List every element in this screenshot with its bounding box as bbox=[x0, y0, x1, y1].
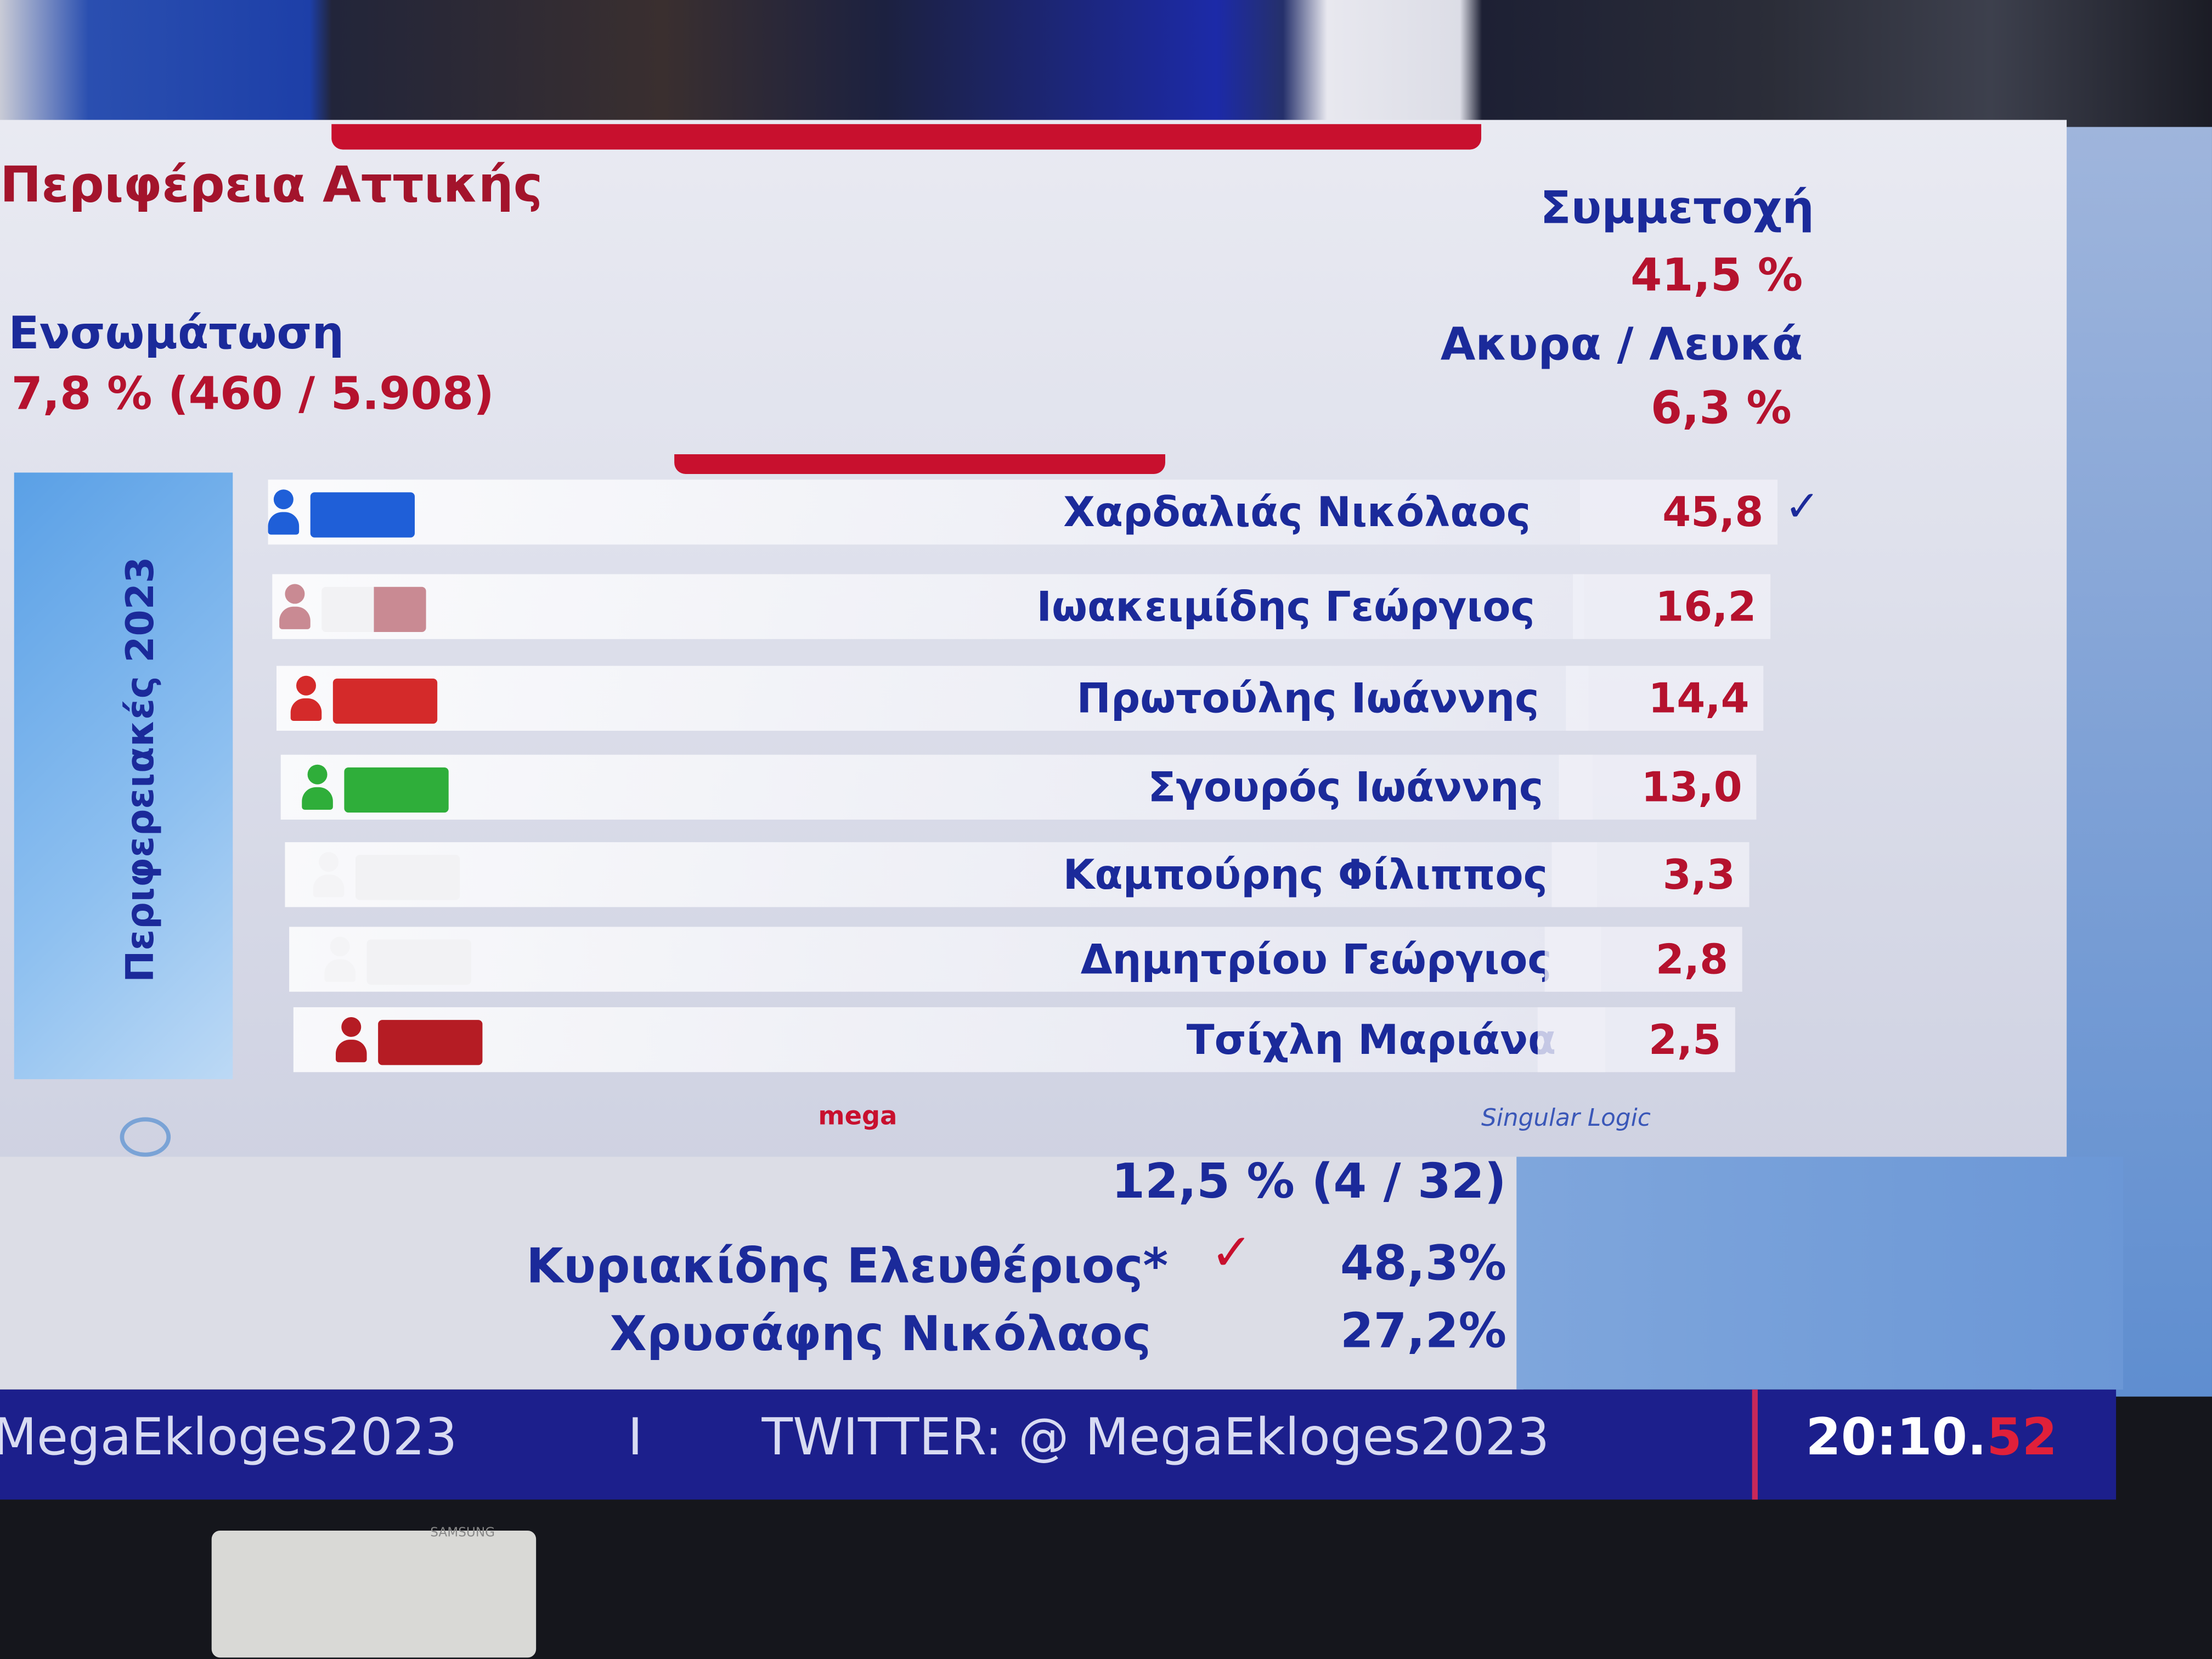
candidate-percent: 3,3 bbox=[1662, 850, 1735, 899]
candidate-party-icon bbox=[290, 675, 446, 724]
candidate-party-icon bbox=[313, 852, 469, 900]
candidate-percent: 16,2 bbox=[1655, 582, 1757, 631]
clock: 20:10.52 bbox=[1805, 1409, 2057, 1467]
clock-time: 20:10. bbox=[1805, 1409, 1987, 1468]
red-accent-bar bbox=[331, 124, 1481, 150]
candidate-percent: 13,0 bbox=[1641, 763, 1742, 811]
candidate-row: Καμπούρης Φίλιππος bbox=[285, 842, 1597, 907]
clock-seconds: 52 bbox=[1987, 1409, 2058, 1468]
second-region-right bbox=[1516, 1156, 2123, 1390]
candidate-percent: 2,5 bbox=[1649, 1015, 1722, 1064]
turnout-label: Συμμετοχή bbox=[1540, 180, 1814, 234]
candidate-row: Δημητρίου Γεώργιος bbox=[289, 927, 1601, 992]
candidate-value-box: 13,0 bbox=[1559, 754, 1757, 820]
candidate-value-box: 2,5 bbox=[1537, 1007, 1735, 1073]
candidate-percent: 45,8 bbox=[1662, 488, 1764, 537]
candidate-value-box: 14,4 bbox=[1566, 665, 1764, 731]
singular-logic-logo: Singular Logic bbox=[1481, 1104, 1651, 1133]
winner-check-icon: ✓ bbox=[1210, 1224, 1253, 1283]
side-label-box bbox=[14, 472, 233, 1080]
candidate-name: Χαρδαλιάς Νικόλαος bbox=[1063, 488, 1531, 537]
candidate-value-box: 16,2 bbox=[1573, 574, 1771, 639]
second-candidate-name: Χρυσάφης Νικόλαος bbox=[610, 1306, 1152, 1363]
candidate-percent: 14,4 bbox=[1648, 674, 1750, 723]
candidate-party-icon bbox=[268, 489, 424, 538]
second-region-panel bbox=[0, 1156, 1524, 1390]
ticker-separator: I bbox=[628, 1409, 643, 1468]
candidate-name: Σγουρός Ιωάννης bbox=[1148, 763, 1544, 811]
invalid-blank-value: 6,3 % bbox=[1650, 381, 1792, 435]
side-label: Περιφερειακές 2023 bbox=[119, 556, 163, 983]
ticker-hashtag: MegaEkloges2023 bbox=[0, 1409, 458, 1468]
candidate-value-box: 45,8 bbox=[1579, 479, 1778, 545]
candidate-party-icon bbox=[324, 936, 479, 985]
candidate-name: Τσίχλη Μαριάνα bbox=[1186, 1015, 1556, 1064]
winner-check-icon: ✓ bbox=[1784, 482, 1820, 532]
ticker-divider bbox=[1752, 1389, 1758, 1500]
candidate-name: Πρωτούλης Ιωάννης bbox=[1076, 674, 1539, 723]
red-accent-bar bbox=[674, 454, 1165, 474]
candidate-name: Καμπούρης Φίλιππος bbox=[1063, 850, 1548, 899]
tv-stand bbox=[211, 1530, 537, 1658]
candidate-name: Ιωακειμίδης Γεώργιος bbox=[1036, 582, 1535, 631]
invalid-blank-label: Ακυρα / Λευκά bbox=[1440, 317, 1803, 371]
second-candidate-value: 48,3% bbox=[1340, 1235, 1507, 1293]
counted-value: 7,8 % (460 / 5.908) bbox=[11, 366, 494, 421]
tv-brand: SAMSUNG bbox=[430, 1526, 495, 1541]
candidate-name: Δημητρίου Γεώργιος bbox=[1080, 935, 1552, 984]
region-logo-icon bbox=[120, 1117, 171, 1157]
candidate-row: Χαρδαλιάς Νικόλαος bbox=[268, 479, 1580, 545]
candidate-party-icon bbox=[335, 1017, 491, 1065]
second-candidate-value: 27,2% bbox=[1340, 1303, 1507, 1360]
candidate-value-box: 3,3 bbox=[1551, 842, 1750, 907]
news-ticker: MegaEkloges2023 I TWITTER: @ MegaEkloges… bbox=[0, 1389, 2117, 1500]
candidate-party-icon bbox=[302, 764, 457, 813]
mega-logo: mega bbox=[818, 1102, 898, 1132]
region-title: Περιφέρεια Αττικής bbox=[0, 157, 543, 215]
candidate-percent: 2,8 bbox=[1655, 935, 1728, 984]
candidate-row: Ιωακειμίδης Γεώργιος bbox=[272, 574, 1584, 639]
candidate-party-icon bbox=[279, 584, 435, 632]
studio-background bbox=[0, 0, 2212, 134]
second-candidate-name: Κυριακίδης Ελευθέριος* bbox=[526, 1238, 1169, 1295]
counted-label: Ενσωμάτωση bbox=[8, 306, 345, 360]
ticker-twitter: TWITTER: @ MegaEkloges2023 bbox=[761, 1409, 1550, 1468]
turnout-value: 41,5 % bbox=[1630, 248, 1803, 302]
second-counted: 12,5 % (4 / 32) bbox=[1111, 1154, 1506, 1211]
candidate-row: Πρωτούλης Ιωάννης bbox=[276, 665, 1589, 731]
candidate-value-box: 2,8 bbox=[1544, 927, 1742, 992]
candidate-row: Τσίχλη Μαριάνα bbox=[293, 1007, 1606, 1073]
candidate-row: Σγουρός Ιωάννης bbox=[280, 754, 1593, 820]
